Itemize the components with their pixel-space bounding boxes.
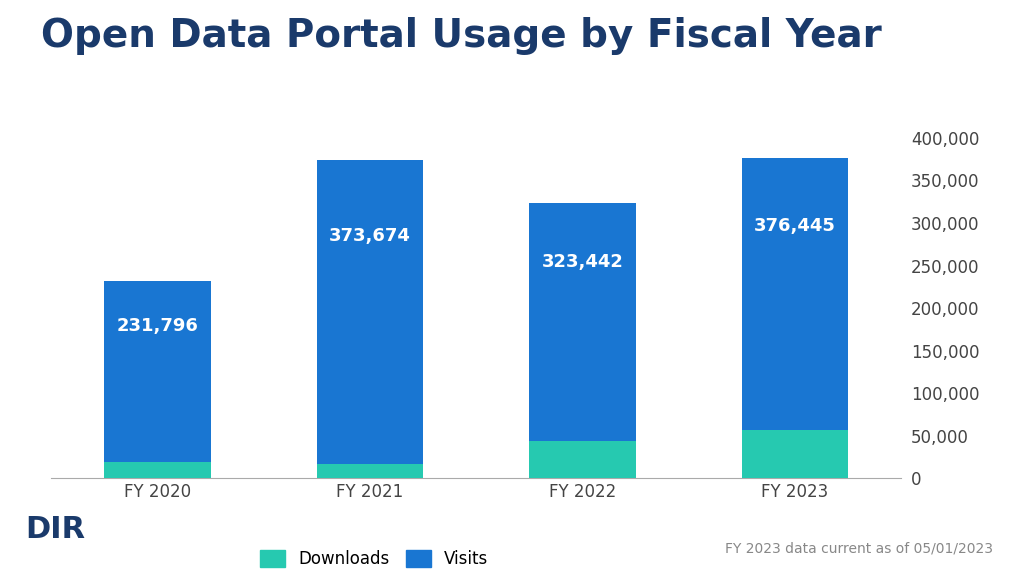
Bar	[529, 203, 636, 441]
Text: Open Data Portal Usage by Fiscal Year: Open Data Portal Usage by Fiscal Year	[41, 17, 882, 55]
Text: FY 2023 data current as of 05/01/2023: FY 2023 data current as of 05/01/2023	[725, 542, 993, 556]
Bar	[104, 462, 211, 478]
Text: 376,445: 376,445	[754, 217, 836, 235]
Text: 373,674: 373,674	[329, 228, 411, 245]
Bar	[104, 281, 211, 462]
Legend: Downloads, Visits: Downloads, Visits	[253, 544, 496, 575]
Bar	[741, 158, 848, 430]
Text: DIR: DIR	[26, 516, 86, 544]
Bar	[316, 464, 423, 478]
Bar	[316, 160, 423, 464]
Text: 323,442: 323,442	[542, 253, 624, 271]
Bar	[529, 441, 636, 478]
Bar	[741, 430, 848, 478]
Text: 231,796: 231,796	[117, 317, 199, 335]
